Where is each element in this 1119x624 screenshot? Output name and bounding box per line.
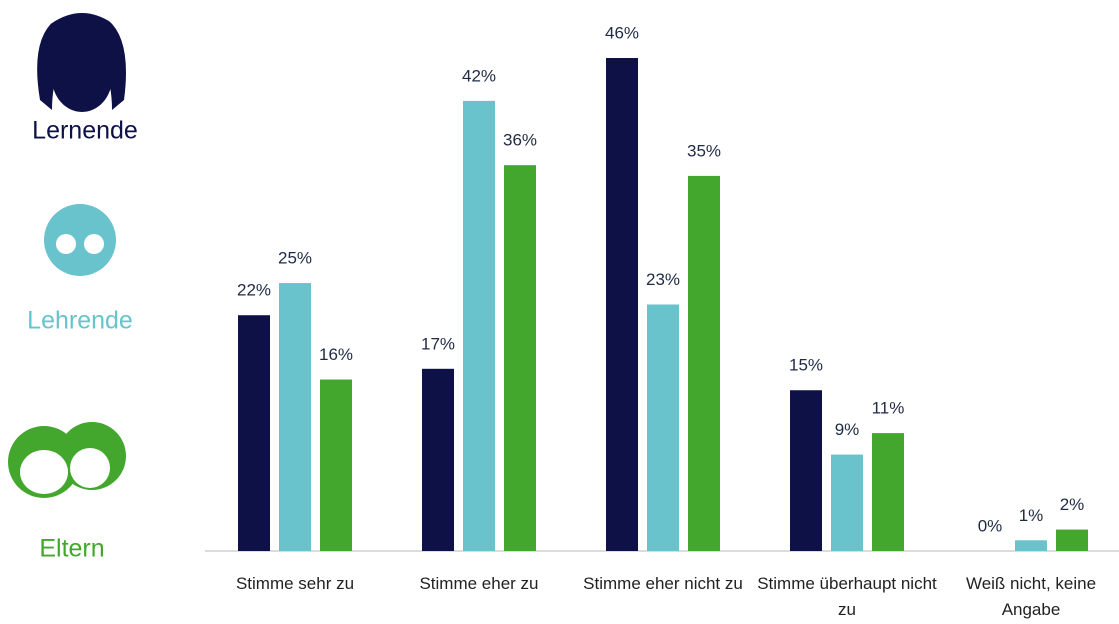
value-label: 1% [1019, 506, 1044, 525]
icon-eltern [8, 422, 126, 498]
bar [463, 100, 495, 551]
x-tick-label: Stimme eher zu [419, 574, 539, 593]
bar [1056, 529, 1088, 551]
bar [1015, 540, 1047, 551]
icon-lernende [37, 9, 127, 112]
bar [606, 58, 638, 551]
bar [647, 304, 679, 551]
value-label: 11% [872, 399, 905, 418]
value-label: 9% [835, 420, 860, 439]
bar [790, 390, 822, 551]
value-label: 16% [319, 345, 353, 364]
value-label: 0% [978, 516, 1003, 535]
bar [279, 283, 311, 551]
value-label: 22% [237, 281, 271, 300]
x-tick-label: Stimme eher nicht zu [583, 574, 743, 593]
value-label: 25% [278, 249, 312, 268]
bar [238, 315, 270, 551]
value-label: 35% [687, 141, 721, 160]
bar [872, 433, 904, 551]
bar [688, 175, 720, 552]
value-label: 36% [503, 131, 537, 150]
legend-label: Eltern [39, 535, 104, 563]
x-tick-label: Weiß nicht, keine Angabe [965, 574, 1097, 619]
bar [831, 454, 863, 551]
legend-label: Lehrende [27, 307, 133, 335]
legend-label: Lernende [32, 117, 138, 145]
icon-lehrende [44, 204, 116, 276]
value-label: 42% [462, 66, 496, 85]
value-label: 17% [421, 334, 455, 353]
x-tick-label: Stimme sehr zu [235, 574, 355, 593]
bar [422, 368, 454, 551]
bar [504, 165, 536, 551]
value-label: 46% [605, 23, 639, 42]
value-label: 15% [789, 356, 823, 375]
x-tick-label: Stimme überhaupt nicht zu [757, 574, 937, 619]
bar [320, 379, 352, 551]
value-label: 2% [1060, 495, 1085, 514]
value-label: 23% [646, 270, 680, 289]
